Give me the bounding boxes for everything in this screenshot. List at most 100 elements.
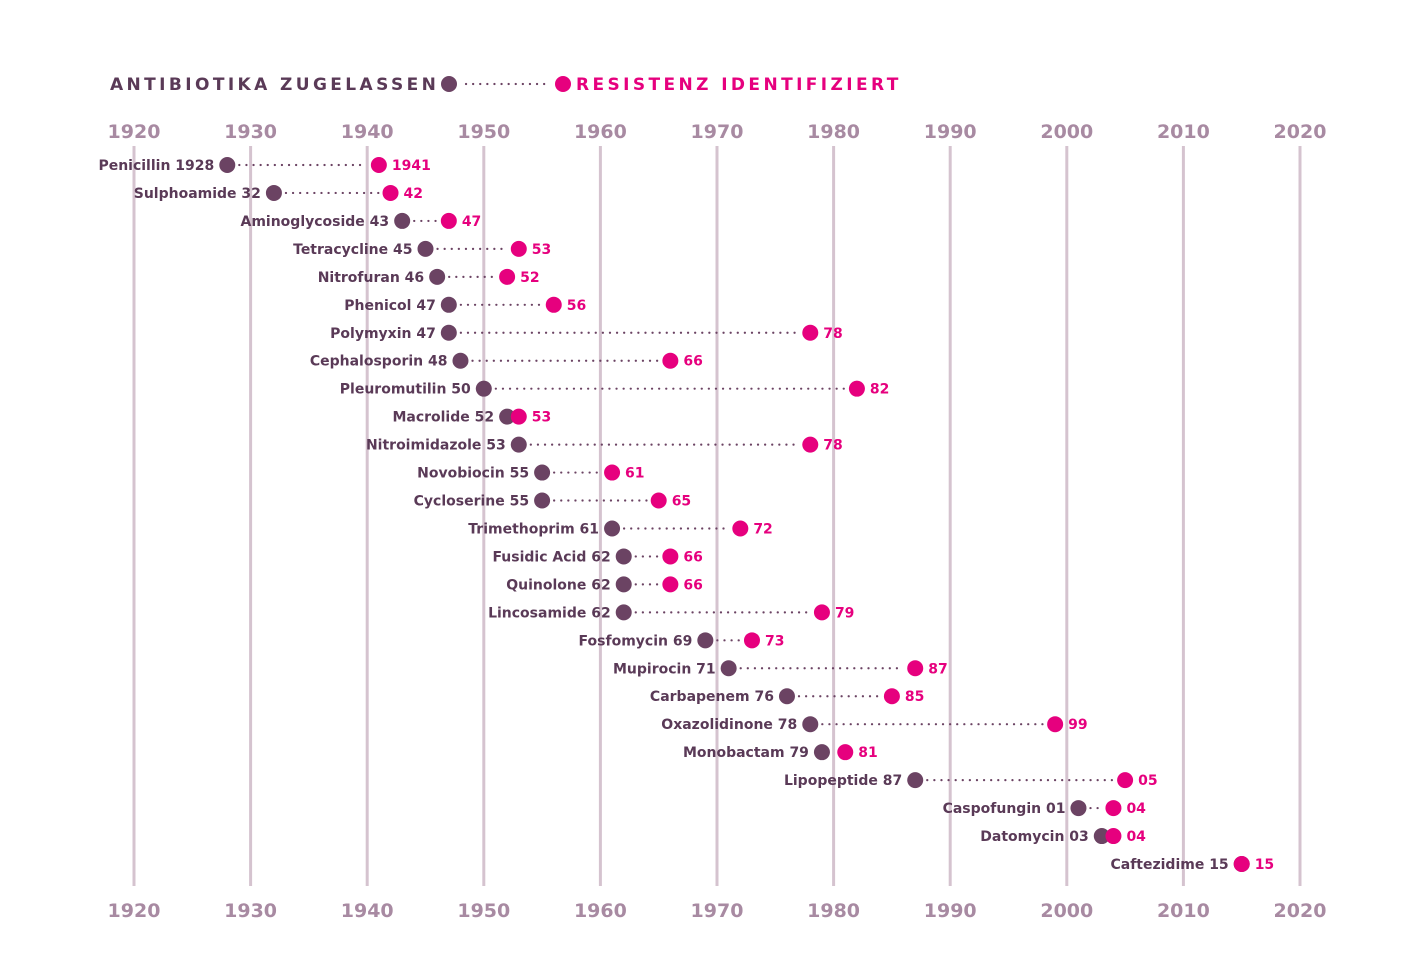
row-label: Lipopeptide 87 (784, 773, 902, 789)
row-label: Caspofungin 01 (943, 801, 1066, 817)
start-point (604, 520, 621, 537)
row-1: Sulphoamide 32 42 (134, 184, 423, 202)
row-9: Macrolide 52 53 (392, 408, 551, 426)
row-label: Cephalosporin 48 (310, 354, 448, 370)
x-tick-bottom-2000: 2000 (1040, 900, 1093, 922)
row-value: 82 (870, 382, 889, 398)
row-label: Lincosamide 62 (488, 605, 611, 621)
row-value: 72 (753, 521, 772, 537)
start-point (778, 688, 795, 705)
row-label: Monobactam 79 (683, 745, 809, 761)
row-label: Oxazolidinone 78 (661, 717, 797, 733)
x-tick-top-2000: 2000 (1040, 121, 1093, 143)
row-label: Datomycin 03 (980, 829, 1089, 845)
row-24: Datomycin 03 04 (980, 828, 1146, 845)
legend-start-label: ANTIBIOTIKA ZUGELASSEN (110, 75, 439, 95)
row-label: Pleuromutilin 50 (340, 382, 471, 398)
start-point (440, 324, 457, 341)
end-point (813, 604, 830, 621)
row-value: 73 (765, 633, 784, 649)
start-point (802, 716, 819, 733)
x-tick-top-1920: 1920 (108, 121, 161, 143)
x-tick-top-1950: 1950 (457, 121, 510, 143)
x-tick-bottom-1980: 1980 (807, 900, 860, 922)
row-label: Macrolide 52 (392, 410, 494, 426)
end-point (837, 744, 854, 761)
start-point (429, 268, 446, 285)
row-label: Penicillin 1928 (98, 158, 214, 174)
x-tick-bottom-1960: 1960 (574, 900, 627, 922)
row-value: 99 (1068, 717, 1087, 733)
row-value: 47 (462, 214, 481, 230)
start-point (452, 352, 469, 369)
x-tick-bottom-1930: 1930 (224, 900, 277, 922)
row-label: Fosfomycin 69 (579, 633, 693, 649)
x-tick-bottom-1950: 1950 (457, 900, 510, 922)
row-label: Phenicol 47 (344, 298, 436, 314)
start-point (265, 184, 282, 201)
row-value: 04 (1126, 829, 1146, 845)
row-value: 1941 (392, 158, 431, 174)
x-tick-top-1960: 1960 (574, 121, 627, 143)
end-point (1105, 828, 1122, 845)
row-16: Lincosamide 62 79 (488, 604, 854, 621)
end-point (440, 212, 457, 229)
start-point (813, 744, 830, 761)
x-tick-top-1970: 1970 (691, 121, 744, 143)
end-point (1117, 772, 1134, 789)
end-point (662, 576, 679, 593)
row-value: 78 (823, 438, 842, 454)
row-3: Tetracycline 45 53 (293, 240, 551, 258)
end-point (650, 492, 667, 509)
end-point (499, 268, 516, 285)
x-axis-bottom: 1920 1930 1940 1950 1960 1970 1980 1990 2000 2010… (108, 900, 1327, 922)
start-point (1070, 800, 1087, 817)
end-point (370, 157, 387, 173)
row-value: 65 (672, 494, 691, 510)
end-point (743, 632, 760, 649)
start-point (219, 157, 236, 173)
row-value: 53 (532, 410, 551, 426)
row-14: Fusidic Acid 62 66 (492, 548, 703, 565)
start-point (907, 772, 924, 789)
row-2: Aminoglycoside 43 47 (240, 212, 481, 230)
row-label: Caftezidime 15 (1110, 857, 1228, 873)
row-value: 05 (1138, 773, 1157, 789)
row-11: Novobiocin 55 61 (417, 464, 645, 482)
end-point (545, 296, 562, 313)
row-value: 15 (1255, 857, 1274, 873)
row-value: 66 (683, 577, 702, 593)
legend-end-marker (555, 76, 571, 92)
end-point (662, 548, 679, 565)
row-value: 61 (625, 466, 644, 482)
x-tick-top-1930: 1930 (224, 121, 277, 143)
dumbbell-rows: Penicillin 1928 1941 Sulphoamide 32 42 Amino… (98, 157, 1274, 873)
end-point (907, 660, 924, 677)
row-value: 81 (858, 745, 877, 761)
row-25: Caftezidime 15 15 (1110, 856, 1274, 873)
row-5: Phenicol 47 56 (344, 296, 586, 314)
row-15: Quinolone 62 66 (506, 576, 703, 593)
row-value: 79 (835, 605, 854, 621)
x-tick-bottom-1920: 1920 (108, 900, 161, 922)
row-label: Aminoglycoside 43 (240, 214, 389, 230)
x-tick-top-2010: 2010 (1157, 121, 1210, 143)
row-13: Trimethoprim 61 72 (468, 520, 773, 537)
row-label: Polymyxin 47 (330, 326, 436, 342)
row-value: 66 (683, 354, 702, 370)
legend-end-label: RESISTENZ IDENTIFIZIERT (576, 75, 902, 95)
row-value: 42 (404, 186, 423, 202)
legend: ANTIBIOTIKA ZUGELASSEN RESISTENZ IDENTIF… (110, 75, 902, 95)
x-tick-top-1980: 1980 (807, 121, 860, 143)
x-tick-top-2020: 2020 (1274, 121, 1327, 143)
row-21: Monobactam 79 81 (683, 744, 878, 761)
x-tick-top-1990: 1990 (924, 121, 977, 143)
start-point (534, 492, 551, 509)
row-17: Fosfomycin 69 73 (579, 632, 784, 649)
start-point (615, 548, 632, 565)
grid-lines (132, 146, 1302, 886)
start-point (615, 604, 632, 621)
start-point (417, 240, 434, 257)
row-10: Nitroimidazole 53 78 (366, 436, 843, 454)
